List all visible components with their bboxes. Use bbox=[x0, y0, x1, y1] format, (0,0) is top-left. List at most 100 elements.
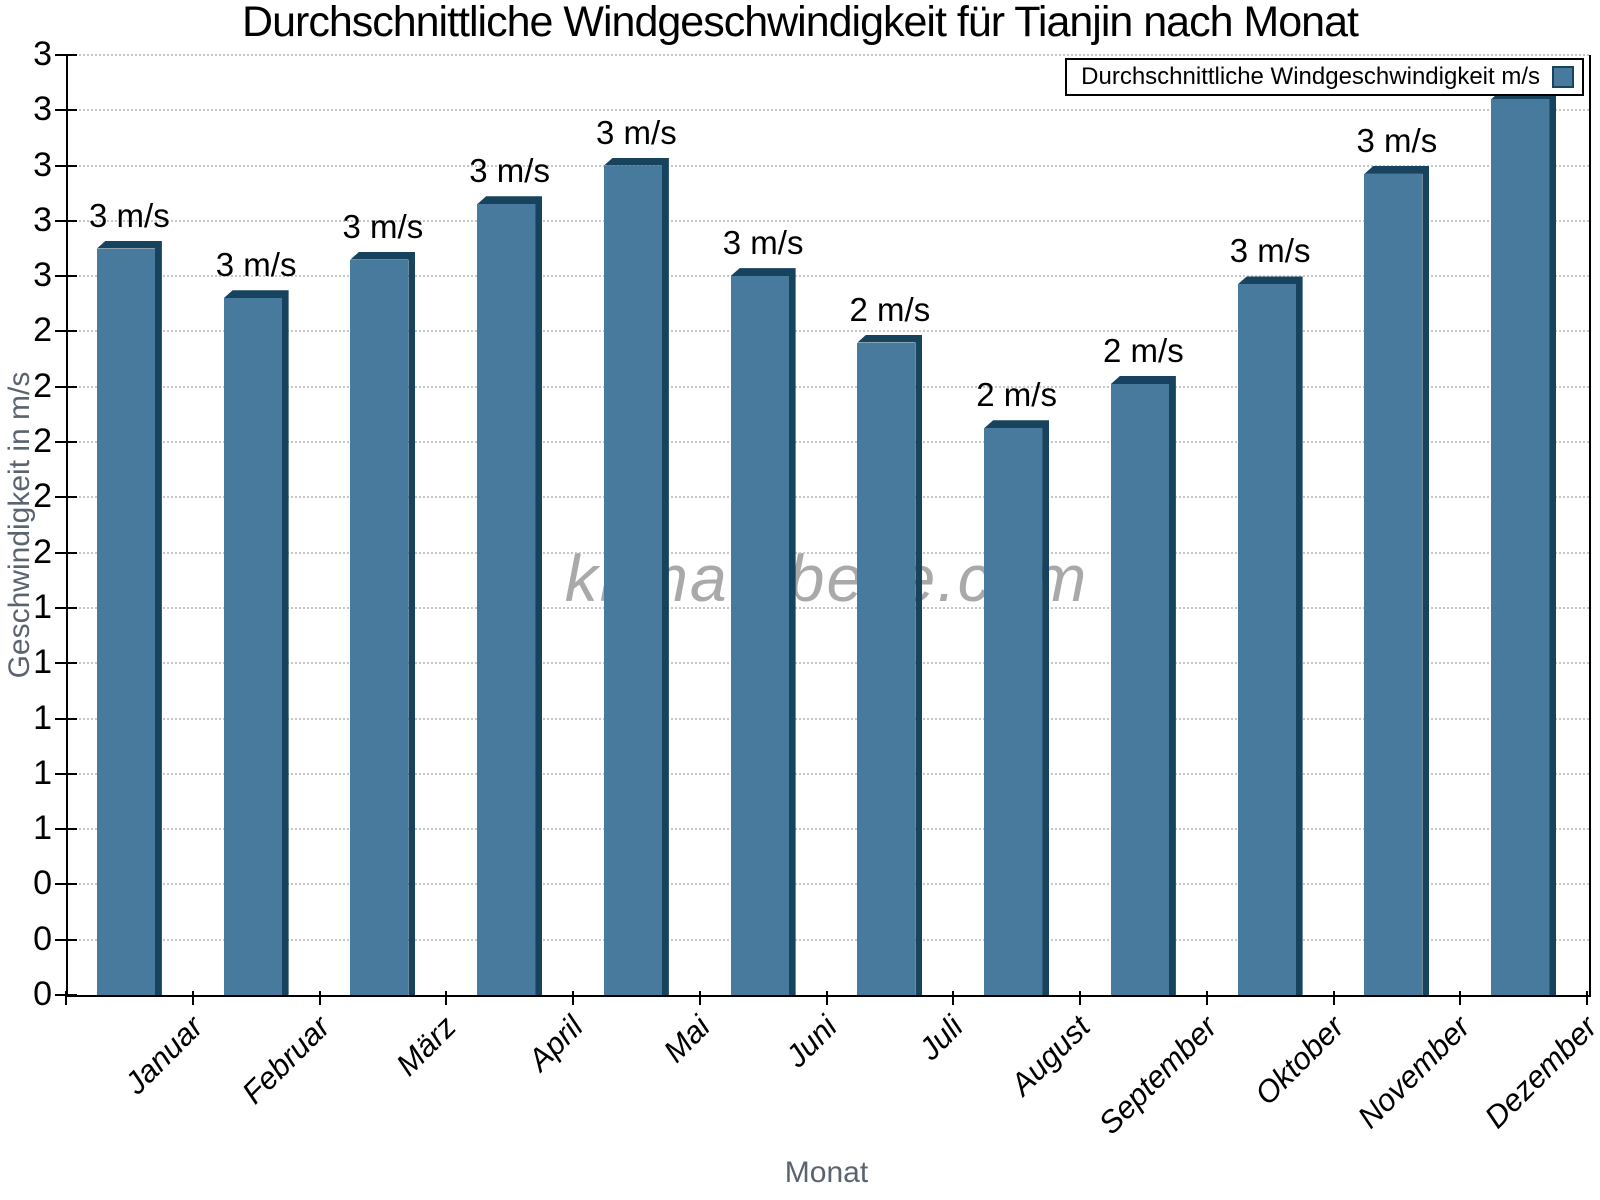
y-axis-tick-label: 1 bbox=[33, 587, 52, 626]
y-axis-tick bbox=[55, 385, 77, 388]
x-axis-tick bbox=[952, 991, 955, 1005]
bar bbox=[984, 420, 1050, 995]
x-axis-tick bbox=[825, 991, 828, 1005]
bar-face bbox=[96, 248, 155, 995]
y-axis-tick bbox=[55, 109, 77, 112]
bar-value-label: 3 m/s bbox=[596, 113, 677, 151]
y-axis-tick bbox=[55, 772, 77, 775]
bar-face bbox=[857, 342, 916, 995]
y-axis-tick-label: 1 bbox=[33, 643, 52, 682]
gridline bbox=[68, 551, 1589, 554]
bar-face bbox=[1110, 384, 1169, 995]
bar bbox=[96, 240, 162, 995]
y-axis-tick-label: 0 bbox=[33, 975, 52, 1013]
bar bbox=[1491, 91, 1557, 995]
y-axis-tick bbox=[55, 883, 77, 886]
y-axis-tick bbox=[55, 496, 77, 499]
y-axis-tick bbox=[55, 938, 77, 941]
gridline bbox=[68, 496, 1589, 499]
y-axis-tick bbox=[55, 441, 77, 444]
x-axis-tick bbox=[318, 991, 321, 1005]
y-axis-tick bbox=[55, 717, 77, 720]
gridline bbox=[68, 219, 1589, 222]
gridline bbox=[68, 772, 1589, 775]
gridline bbox=[68, 164, 1589, 167]
y-axis-tick bbox=[55, 662, 77, 665]
y-axis-tick bbox=[55, 164, 77, 167]
bar-face bbox=[1237, 284, 1296, 995]
x-axis-tick bbox=[445, 991, 448, 1005]
x-axis-tick bbox=[572, 991, 574, 1005]
y-axis-tick-label: 2 bbox=[33, 532, 52, 571]
y-axis-tick-label: 2 bbox=[33, 477, 52, 516]
gridline bbox=[68, 275, 1589, 278]
x-axis-tick bbox=[191, 991, 194, 1005]
y-axis-tick-label: 3 bbox=[33, 145, 52, 184]
gridline bbox=[68, 828, 1589, 831]
y-axis-title: Geschwindigkeit in m/s bbox=[3, 371, 36, 679]
bar bbox=[350, 251, 416, 995]
bar bbox=[1364, 165, 1430, 995]
bar-value-label: 2 m/s bbox=[849, 290, 931, 328]
y-axis-tick bbox=[55, 606, 77, 609]
y-axis-tick bbox=[55, 330, 77, 333]
y-axis-tick bbox=[55, 275, 77, 278]
bar-face bbox=[223, 298, 282, 995]
bar bbox=[223, 290, 289, 995]
y-axis-tick bbox=[55, 551, 77, 554]
y-axis-tick-label: 3 bbox=[33, 256, 52, 295]
gridline bbox=[68, 109, 1589, 112]
bar-face bbox=[1491, 99, 1550, 995]
bar-face bbox=[350, 259, 409, 995]
bar-value-label: 3 m/s bbox=[722, 224, 804, 262]
bar-face bbox=[477, 204, 536, 995]
x-axis-tick bbox=[65, 991, 67, 1005]
bar-face bbox=[984, 428, 1043, 995]
y-axis-tick-label: 3 bbox=[33, 35, 52, 73]
gridline bbox=[68, 662, 1589, 665]
x-axis-tick bbox=[1459, 991, 1462, 1005]
plot-area bbox=[66, 54, 1591, 997]
bar-value-label: 3 m/s bbox=[1356, 121, 1438, 159]
gridline bbox=[68, 883, 1589, 886]
bar bbox=[730, 268, 796, 995]
bar bbox=[477, 196, 543, 995]
bar-face bbox=[1364, 173, 1423, 995]
bar-value-label: 3 m/s bbox=[342, 207, 424, 245]
y-axis-tick-label: 0 bbox=[33, 919, 52, 958]
bar bbox=[1110, 376, 1176, 995]
y-axis-tick-label: 2 bbox=[33, 422, 52, 461]
gridline bbox=[68, 717, 1589, 720]
x-axis-tick bbox=[1079, 991, 1081, 1005]
legend: Durchschnittliche Windgeschwindigkeit m/… bbox=[1065, 58, 1584, 96]
y-axis-tick-label: 2 bbox=[33, 366, 52, 405]
gridline bbox=[68, 385, 1589, 388]
x-axis-title: Monat bbox=[784, 1156, 869, 1189]
x-axis-tick bbox=[1332, 991, 1335, 1005]
gridline bbox=[68, 330, 1589, 333]
bar bbox=[1237, 276, 1303, 995]
bar-value-label: 3 m/s bbox=[89, 196, 170, 234]
y-axis-tick-label: 3 bbox=[33, 200, 52, 239]
chart-title: Durchschnittliche Windgeschwindigkeit fü… bbox=[242, 0, 1359, 46]
bar bbox=[603, 157, 669, 995]
y-axis-tick bbox=[55, 219, 77, 222]
legend-label: Durchschnittliche Windgeschwindigkeit m/… bbox=[1081, 63, 1540, 90]
legend-swatch bbox=[1552, 66, 1574, 88]
bar bbox=[857, 334, 923, 995]
bar-value-label: 2 m/s bbox=[1103, 332, 1184, 369]
y-axis-tick-label: 3 bbox=[33, 90, 52, 129]
y-axis-tick-label: 2 bbox=[33, 311, 52, 350]
gridline bbox=[68, 54, 1589, 56]
x-axis-tick bbox=[1205, 991, 1208, 1005]
gridline bbox=[68, 441, 1589, 444]
y-axis-tick-label: 0 bbox=[33, 864, 52, 903]
bar-value-label: 2 m/s bbox=[976, 376, 1057, 414]
x-axis-tick bbox=[698, 991, 701, 1005]
gridline bbox=[68, 938, 1589, 941]
y-axis-tick-label: 1 bbox=[33, 753, 52, 792]
y-axis-tick-label: 1 bbox=[33, 809, 52, 848]
bar-value-label: 3 m/s bbox=[1229, 232, 1311, 270]
y-axis-tick bbox=[55, 828, 77, 831]
